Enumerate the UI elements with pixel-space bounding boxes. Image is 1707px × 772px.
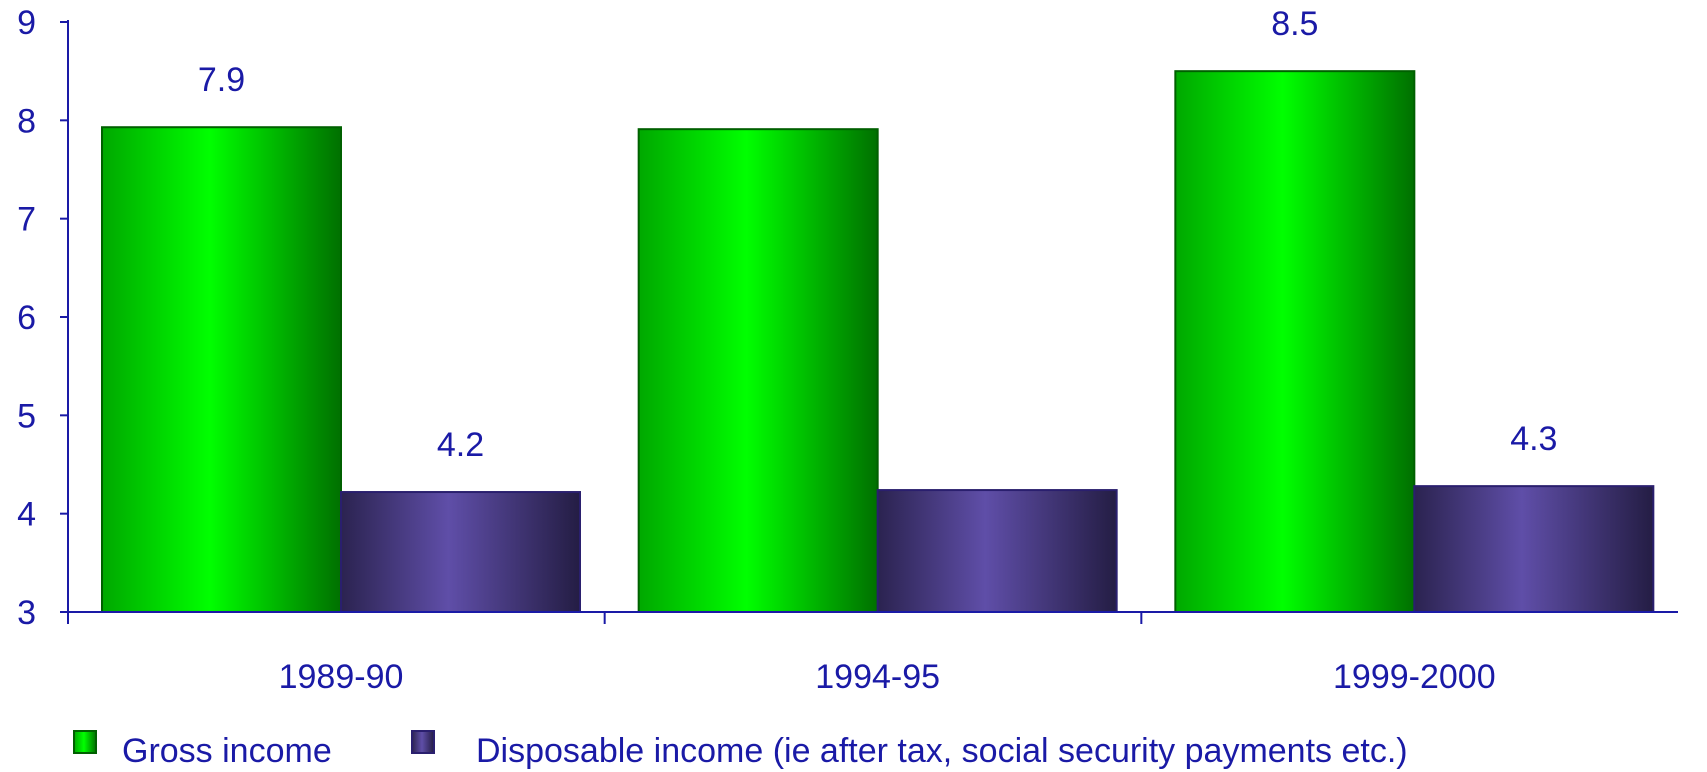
legend-item-disposable-income: Disposable income (ie after tax, social … bbox=[476, 732, 1408, 770]
y-tick-label: 9 bbox=[17, 4, 36, 42]
data-label-disposable-1999-2000: 4.3 bbox=[1510, 420, 1557, 458]
y-tick-label: 8 bbox=[17, 102, 36, 140]
axes-layer bbox=[60, 20, 1678, 624]
y-tick-label: 3 bbox=[17, 594, 36, 632]
legend-swatch bbox=[73, 730, 97, 754]
y-tick-label: 6 bbox=[17, 299, 36, 337]
bar-disposable-1989-90 bbox=[340, 491, 581, 613]
legend-swatch bbox=[411, 730, 435, 754]
labels-layer: 7.9 8.5 4.2 4.3 3 4 5 6 7 8 9 1989-90 1994-95 1999-20… bbox=[17, 4, 1557, 696]
y-tick-label: 4 bbox=[17, 496, 36, 534]
bars-layer bbox=[101, 70, 1655, 614]
data-label-gross-1989-90: 7.9 bbox=[198, 61, 245, 99]
legend: Gross income Disposable income (ie after … bbox=[73, 730, 1408, 770]
bar-disposable-1994-95 bbox=[876, 489, 1118, 614]
data-label-disposable-1989-90: 4.2 bbox=[437, 426, 484, 464]
y-tick-label: 5 bbox=[17, 397, 36, 435]
legend-item-gross-income: Gross income bbox=[122, 732, 332, 770]
bar-disposable-1999-2000 bbox=[1413, 485, 1655, 613]
bar-gross-1989-90 bbox=[101, 126, 342, 613]
bar-gross-1994-95 bbox=[637, 128, 879, 614]
x-tick-label: 1994-95 bbox=[815, 658, 940, 696]
y-tick-label: 7 bbox=[17, 201, 36, 239]
x-tick-label: 1989-90 bbox=[279, 658, 404, 696]
x-tick-label: 1999-2000 bbox=[1333, 658, 1496, 696]
data-label-gross-1999-2000: 8.5 bbox=[1271, 5, 1318, 43]
bar-gross-1999-2000 bbox=[1174, 70, 1416, 613]
